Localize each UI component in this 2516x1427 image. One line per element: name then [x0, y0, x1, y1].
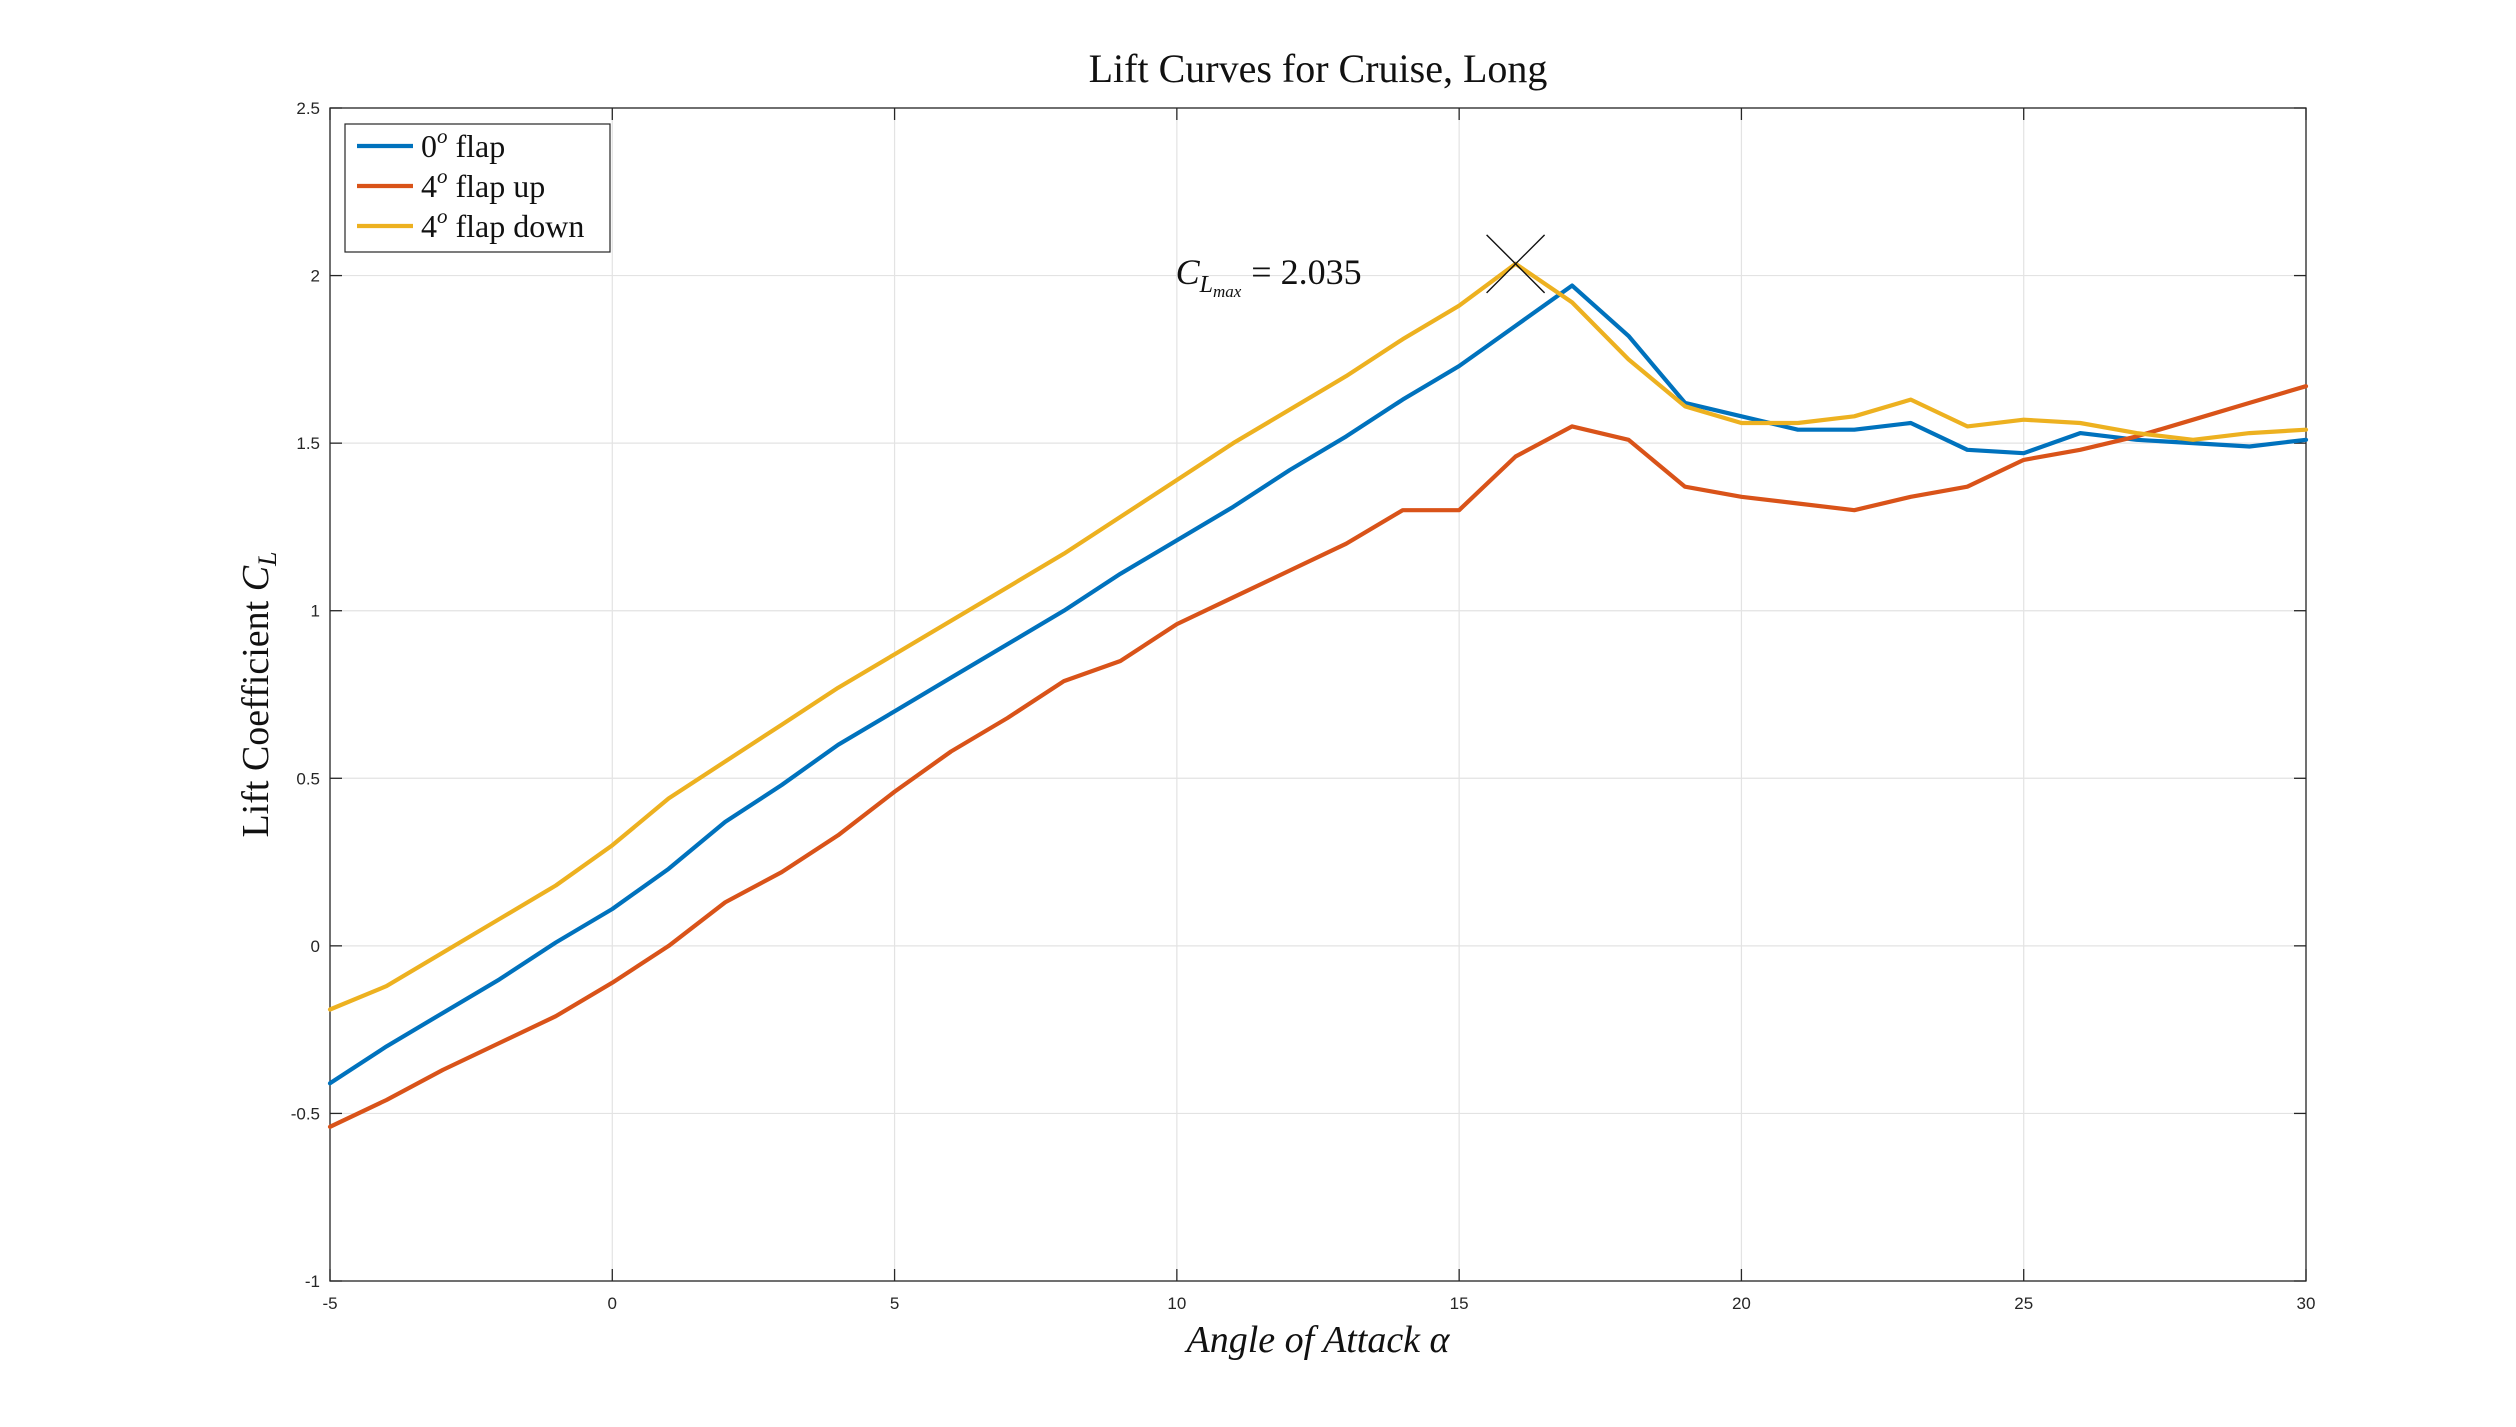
- y-tick-label: -1: [305, 1272, 320, 1291]
- x-tick-label: 5: [890, 1294, 899, 1313]
- annotation: CLmax = 2.035: [1176, 234, 1546, 301]
- x-tick-label: 15: [1450, 1294, 1469, 1313]
- x-tick-label: 30: [2297, 1294, 2316, 1313]
- series-line-2: [327, 261, 2309, 1012]
- series-lines: [327, 261, 2309, 1129]
- y-tick-label: 0: [311, 937, 320, 956]
- plot-area: [329, 107, 2307, 1282]
- legend-entry-label: 4o flap up: [421, 164, 545, 204]
- x-tick-label: -5: [322, 1294, 337, 1313]
- y-tick-label: 1: [311, 602, 320, 621]
- y-tick-label: 2: [311, 267, 320, 286]
- y-tick-label: 1.5: [296, 434, 320, 453]
- axis-ticks: -5 0 5 10 15 20 25 30 -1 -0.5 0 0.5 1 1.5 2 2.5: [291, 99, 2316, 1313]
- y-tick-label: -0.5: [291, 1104, 320, 1123]
- x-tick-label: 10: [1167, 1294, 1186, 1313]
- x-tick-label: 0: [608, 1294, 617, 1313]
- series-line-1: [327, 384, 2309, 1129]
- max-cl-annotation: CLmax = 2.035: [1176, 252, 1362, 301]
- x-tick-label: 25: [2014, 1294, 2033, 1313]
- x-axis-label: Angle of Attack α: [1183, 1319, 1450, 1361]
- legend-entry-label: 0o flap: [421, 124, 505, 164]
- y-tick-label: 0.5: [296, 769, 320, 788]
- legend-entry-label: 4o flap down: [421, 204, 584, 244]
- series-line-0: [327, 283, 2309, 1086]
- y-tick-label: 2.5: [296, 99, 320, 118]
- max-marker-stroke-b: [1486, 234, 1546, 294]
- chart-title: Lift Curves for Cruise, Long: [1089, 46, 1548, 91]
- x-tick-label: 20: [1732, 1294, 1751, 1313]
- y-axis-label: Lift Coefficient CL: [235, 551, 282, 837]
